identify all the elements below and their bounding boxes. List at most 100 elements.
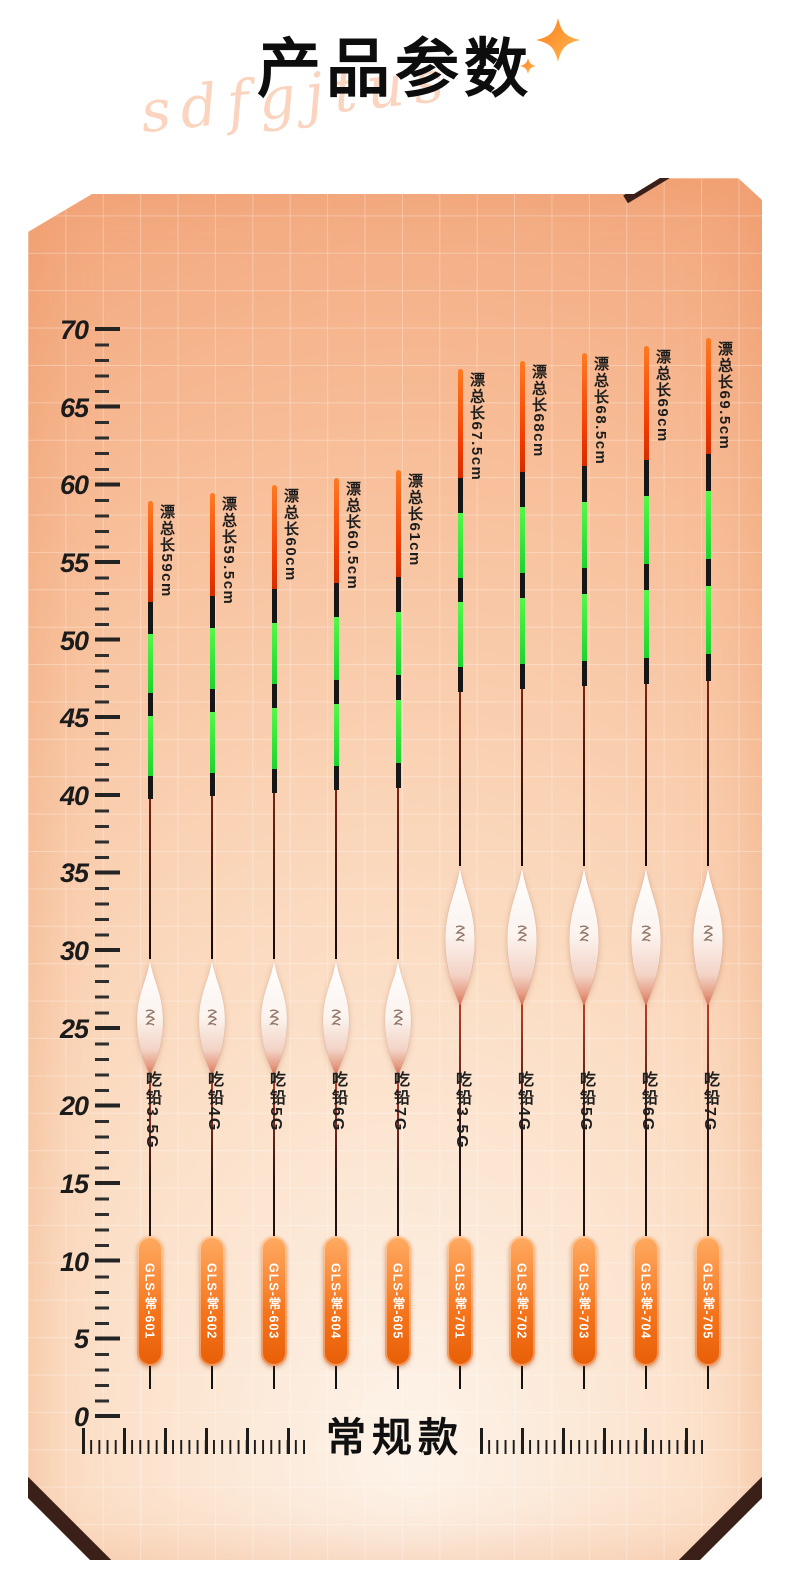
antenna-green-band [643,496,649,564]
ruler-label: 15 [59,1169,89,1200]
float-lead-label: 吃铅5G [577,1070,594,1133]
ruler-label: 55 [59,547,89,578]
antenna-black-band [271,589,277,623]
model-badge: GLS-常-701 [447,1235,473,1366]
ruler-label: 70 [59,314,89,345]
antenna-black-band [333,766,339,791]
model-badge: GLS-常-705 [695,1235,721,1366]
brand-logo [641,925,652,943]
float-stem [335,1069,337,1390]
float-length-label: 漂总长68cm [530,364,547,458]
float-length-label: 漂总长68.5cm [592,356,609,466]
antenna-black-band [209,595,215,629]
antenna-red-tip [209,493,215,596]
antenna-green-band [271,622,277,685]
header: sdfgjtus 产品参数 [0,0,790,178]
float-length-label: 漂总长61cm [406,472,423,567]
float-body [568,865,600,1006]
float-antenna [271,485,277,959]
float-length-label: 漂总长67.5cm [468,371,485,482]
antenna-green-band [643,589,649,658]
antenna-red-tip [581,353,587,467]
antenna-black-band [581,466,587,502]
brand-logo [269,1009,280,1026]
float-body [630,865,662,1006]
sparkle-icon [536,18,580,62]
antenna-green-band [519,507,525,573]
antenna-green-band [457,602,463,667]
float-item: 漂总长69cm 吃铅6G GLS-常-704 [606,345,686,1390]
antenna-black-band [209,688,215,712]
float-item: 漂总长59cm 吃铅3.5G GLS-常-601 [110,500,190,1390]
float-antenna [333,477,339,959]
antenna-black-band [643,459,649,497]
brand-logo [331,1009,342,1026]
float-lead-label: 吃铅3.5G [143,1070,160,1150]
antenna-green-band [209,711,215,773]
brand-logo [455,925,466,943]
float-length-label: 漂总长60.5cm [344,480,361,590]
page-title: 产品参数 [257,33,533,105]
ruler-label: 60 [59,470,89,501]
float-lead-label: 吃铅6G [639,1070,656,1133]
float-stem [459,999,461,1390]
model-badge: GLS-常-704 [633,1235,659,1366]
float-length-label: 漂总长69.5cm [716,340,733,451]
float-lead-label: 吃铅4G [205,1070,222,1133]
sparkle-small-icon [520,58,536,74]
antenna-lower-shaft [397,787,399,959]
float-stem [273,1069,275,1390]
float-stem [211,1069,213,1390]
ruler-label: 5 [73,1324,89,1355]
antenna-green-band [705,490,711,560]
model-badge-label: GLS-常-603 [266,1262,281,1340]
model-badge: GLS-常-703 [571,1235,597,1366]
antenna-black-band [271,684,277,708]
float-lead-label: 吃铅3.5G [453,1070,470,1150]
antenna-red-tip [705,337,711,454]
float-length-label: 漂总长69cm [654,348,671,443]
brand-logo [207,1009,218,1026]
antenna-black-band [395,675,401,700]
antenna-lower-shaft [583,686,585,866]
antenna-black-band [147,601,153,634]
model-badge-label: GLS-常-601 [142,1262,157,1340]
antenna-black-band [209,772,215,796]
model-badge: GLS-常-601 [137,1235,163,1366]
float-antenna [395,469,401,959]
antenna-black-band [457,577,463,603]
antenna-green-band [581,501,587,569]
float-stem [521,999,523,1390]
antenna-green-band [581,594,587,661]
footer-row: 常规款 [28,1418,762,1458]
ruler-label: 45 [59,703,89,734]
model-badge-label: GLS-常-604 [328,1262,343,1340]
ruler-label: 10 [59,1246,89,1277]
float-antenna [705,337,711,866]
antenna-green-band [457,512,463,578]
brand-logo [517,925,528,943]
ruler-label: 65 [59,392,89,423]
ruler-label: 30 [59,936,89,967]
antenna-red-tip [643,345,649,460]
float-lead-label: 吃铅6G [329,1070,346,1133]
antenna-black-band [581,660,587,687]
antenna-black-band [705,453,711,491]
model-badge: GLS-常-604 [323,1235,349,1366]
float-lead-label: 吃铅7G [701,1070,718,1133]
model-badge-label: GLS-常-605 [390,1262,405,1340]
antenna-lower-shaft [645,683,647,866]
bottom-ruler-left [82,1428,310,1454]
antenna-black-band [333,679,339,704]
float-length-label: 漂总长59.5cm [220,496,237,606]
antenna-lower-shaft [707,680,709,866]
antenna-green-band [519,598,525,664]
float-antenna [457,368,463,866]
float-body [692,865,724,1006]
series-label: 常规款 [326,1416,464,1460]
antenna-green-band [333,703,339,767]
antenna-lower-shaft [273,793,275,959]
antenna-red-tip [333,477,339,584]
ruler-label: 20 [59,1091,89,1122]
float-lead-label: 吃铅7G [391,1070,408,1133]
